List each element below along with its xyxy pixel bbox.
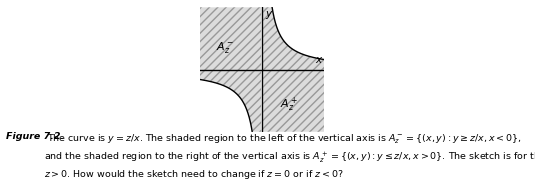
Text: x: x <box>316 55 322 65</box>
Text: Figure 7.2.: Figure 7.2. <box>6 132 65 141</box>
Text: y: y <box>265 9 271 18</box>
Text: $A_z^+$: $A_z^+$ <box>280 95 299 113</box>
Polygon shape <box>200 7 261 132</box>
Text: $A_z^-$: $A_z^-$ <box>216 40 234 55</box>
Polygon shape <box>263 7 324 132</box>
Text: The curve is $y=z/x$. The shaded region to the left of the vertical axis is $A_z: The curve is $y=z/x$. The shaded region … <box>44 132 535 181</box>
